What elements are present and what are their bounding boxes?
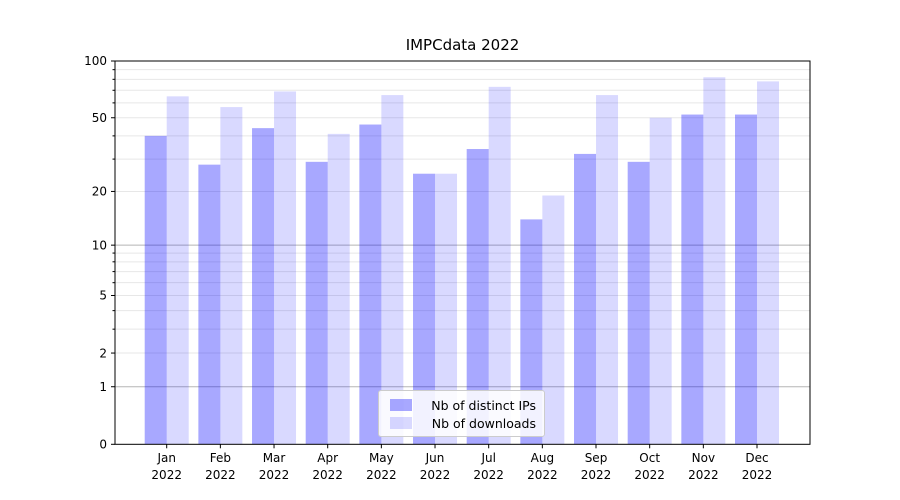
bar-distinct-ips-sep <box>574 153 597 445</box>
y-tick-label-50: 50 <box>92 111 107 125</box>
bar-distinct-ips-jul <box>466 149 489 445</box>
x-tick-label-may: May <box>369 451 394 465</box>
x-tick-sublabel-nov: 2022 <box>688 468 719 482</box>
legend-item-downloads: Nb of downloads <box>386 415 536 431</box>
x-tick-sublabel-jan: 2022 <box>151 468 182 482</box>
x-tick-label-sep: Sep <box>585 451 608 465</box>
bar-distinct-ips-jan <box>144 135 167 445</box>
bar-distinct-ips-dec <box>735 114 758 445</box>
bar-downloads-jul <box>488 86 511 445</box>
legend-swatch-downloads <box>390 417 412 429</box>
bar-distinct-ips-oct <box>627 161 650 445</box>
bar-distinct-ips-apr <box>305 161 328 445</box>
x-tick-label-feb: Feb <box>210 451 231 465</box>
x-tick-sublabel-aug: 2022 <box>527 468 558 482</box>
x-tick-label-jun: Jun <box>425 451 445 465</box>
bar-downloads-aug <box>542 195 565 445</box>
x-tick-sublabel-may: 2022 <box>366 468 397 482</box>
x-tick-label-oct: Oct <box>639 451 660 465</box>
x-tick-label-dec: Dec <box>745 451 768 465</box>
x-tick-label-nov: Nov <box>692 451 715 465</box>
legend-label-distinct-ips: Nb of distinct IPs <box>431 397 536 413</box>
x-tick-sublabel-oct: 2022 <box>634 468 665 482</box>
y-tick-label-10: 10 <box>92 238 107 252</box>
y-tick-label-2: 2 <box>99 346 107 360</box>
x-tick-sublabel-apr: 2022 <box>312 468 343 482</box>
bar-downloads-nov <box>703 77 726 445</box>
x-tick-sublabel-feb: 2022 <box>205 468 236 482</box>
bar-downloads-dec <box>757 81 780 445</box>
x-tick-sublabel-mar: 2022 <box>259 468 290 482</box>
legend-item-distinct-ips: Nb of distinct IPs <box>386 397 536 413</box>
legend: Nb of distinct IPs Nb of downloads <box>378 390 545 437</box>
x-tick-label-aug: Aug <box>531 451 554 465</box>
bar-downloads-feb <box>220 107 243 445</box>
bar-downloads-may <box>381 95 404 445</box>
legend-swatch-distinct-ips <box>390 399 412 411</box>
y-tick-label-1: 1 <box>99 380 107 394</box>
bar-downloads-jun <box>435 173 458 445</box>
chart-title: IMPCdata 2022 <box>405 36 520 54</box>
x-tick-label-jan: Jan <box>156 451 176 465</box>
x-tick-label-mar: Mar <box>263 451 286 465</box>
x-tick-label-jul: Jul <box>480 451 495 465</box>
x-tick-sublabel-sep: 2022 <box>581 468 612 482</box>
y-tick-label-5: 5 <box>99 289 107 303</box>
bar-distinct-ips-jun <box>413 173 436 445</box>
y-tick-label-100: 100 <box>84 54 107 68</box>
y-tick-label-20: 20 <box>92 185 107 199</box>
bar-distinct-ips-nov <box>681 114 704 445</box>
bar-downloads-sep <box>596 95 619 445</box>
bar-distinct-ips-mar <box>252 128 275 445</box>
x-tick-sublabel-jun: 2022 <box>420 468 451 482</box>
x-tick-sublabel-jul: 2022 <box>473 468 504 482</box>
y-tick-label-0: 0 <box>99 438 107 452</box>
bar-downloads-oct <box>649 117 672 445</box>
bar-distinct-ips-feb <box>198 164 221 445</box>
bar-downloads-jan <box>166 96 189 445</box>
bar-downloads-mar <box>274 91 297 445</box>
x-tick-label-apr: Apr <box>317 451 338 465</box>
bar-distinct-ips-aug <box>520 219 543 445</box>
x-tick-sublabel-dec: 2022 <box>742 468 773 482</box>
bar-downloads-apr <box>327 133 350 445</box>
legend-label-downloads: Nb of downloads <box>431 415 536 431</box>
bar-distinct-ips-may <box>359 124 382 445</box>
